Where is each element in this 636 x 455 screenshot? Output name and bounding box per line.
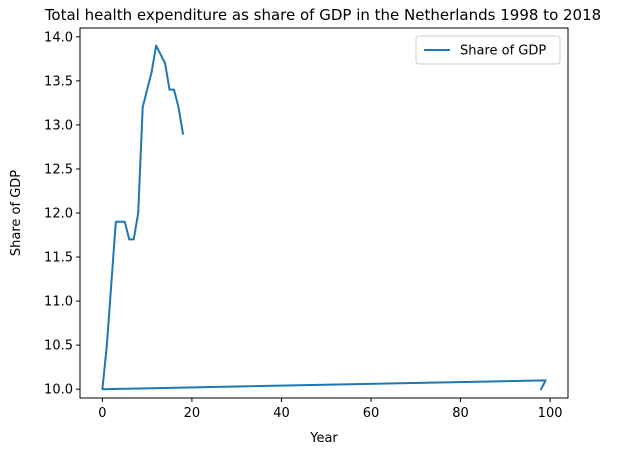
plot-area [79,27,569,399]
y-axis: 10.0 10.5 11.0 11.5 12.0 12.5 13.0 13.5 14.0 [44,30,80,398]
y-tick-label: 11.0 [44,295,73,310]
x-axis: 0 20 40 60 80 100 [98,398,563,421]
x-tick-label: 20 [184,406,201,421]
y-axis-label: Share of GDP [9,170,24,256]
legend-label: Share of GDP [460,44,546,59]
plot-frame [79,27,569,399]
x-tick-label: 60 [363,406,380,421]
y-tick-label: 10.0 [44,383,73,398]
y-tick-label: 13.0 [44,118,73,133]
chart-title: Total health expenditure as share of GDP… [44,6,601,24]
y-tick-label: 14.0 [44,30,73,45]
y-tick-label: 12.0 [44,207,73,222]
y-tick-label: 12.5 [44,162,73,177]
y-tick-label: 11.5 [44,251,73,266]
x-tick-label: 80 [452,406,469,421]
y-tick-label: 13.5 [44,74,73,89]
y-tick-label: 10.5 [44,339,73,354]
x-tick-label: 0 [98,406,106,421]
series-line-share-of-gdp [101,44,547,391]
x-tick-label: 40 [273,406,290,421]
x-tick-label: 100 [538,406,563,421]
x-axis-label: Year [309,431,338,446]
legend-box [415,35,561,65]
legend: Share of GDP [415,35,561,65]
